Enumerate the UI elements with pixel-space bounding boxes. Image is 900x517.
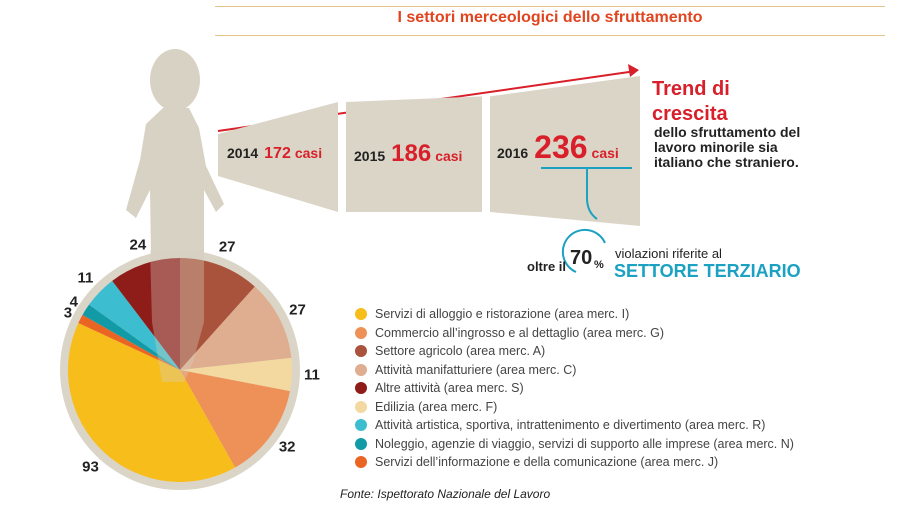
panel-2016-text: 2016 236 casi <box>497 129 619 165</box>
pie-value-label: 93 <box>82 458 99 476</box>
pie-slice-5 <box>112 258 180 370</box>
pie-legend: Servizi di alloggio e ristorazione (area… <box>355 305 794 472</box>
pie-value-label: 24 <box>129 236 147 254</box>
pie-slice-9 <box>78 314 180 370</box>
source-note: Fonte: Ispettorato Nazionale del Lavoro <box>340 487 551 501</box>
legend-label: Commercio all’ingrosso e al dettaglio (a… <box>375 325 664 340</box>
legend-label: Attività artistica, sportiva, intratteni… <box>375 418 766 433</box>
percent-sign: % <box>594 259 604 271</box>
trend-panel-2015 <box>346 96 482 212</box>
pie-value-label: 3 <box>63 304 73 321</box>
trend-title: Trend di crescita <box>652 78 730 125</box>
pie-chart <box>67 250 292 483</box>
trend-panel-2014 <box>218 102 338 212</box>
legend-label: Settore agricolo (area merc. A) <box>375 344 546 359</box>
legend-item: Settore agricolo (area merc. A) <box>355 342 794 361</box>
pie-slice-3 <box>180 258 255 370</box>
legend-swatch <box>355 382 367 395</box>
legend-item: Attività artistica, sportiva, intratteni… <box>355 416 794 435</box>
legend-swatch <box>355 437 367 450</box>
title-rule <box>215 35 885 36</box>
legend-label: Edilizia (area merc. F) <box>375 399 498 414</box>
legend-item: Commercio all’ingrosso e al dettaglio (a… <box>355 324 794 343</box>
pie-slice-8 <box>82 304 180 370</box>
trend-panels <box>218 76 640 226</box>
pie-value-label: 27 <box>218 238 236 256</box>
panel-2014-text: 2014 172 casi <box>227 145 323 162</box>
percent-sector: SETTORE TERZIARIO <box>614 261 801 281</box>
trend-panel-2016 <box>490 76 640 226</box>
pie-value-label: 32 <box>278 438 296 456</box>
legend-swatch <box>355 400 367 413</box>
legend-label: Servizi dell’informazione e della comuni… <box>375 455 719 470</box>
legend-swatch <box>355 308 367 321</box>
legend-item: Servizi dell’informazione e della comuni… <box>355 453 794 472</box>
pie-value-label: 11 <box>77 269 94 287</box>
pie-value-label: 11 <box>303 366 320 384</box>
percent-description: violazioni riferite al <box>615 246 722 261</box>
pie-slice-6 <box>180 357 292 392</box>
silhouette-overlay <box>150 250 204 382</box>
legend-swatch <box>355 363 367 376</box>
legend-item: Noleggio, agenzie di viaggio, servizi di… <box>355 435 794 454</box>
pie-value-label: 27 <box>289 301 306 319</box>
trend-subtitle: dello sfruttamento del lavoro minorile s… <box>654 124 801 170</box>
legend-swatch <box>355 456 367 469</box>
percent-circle <box>561 228 606 273</box>
pie-slice-2 <box>180 370 290 468</box>
pie-value-label: 4 <box>69 293 78 311</box>
legend-swatch <box>355 345 367 358</box>
legend-item: Altre attività (area merc. S) <box>355 379 794 398</box>
page-title: I settori merceologici dello sfruttament… <box>397 9 703 26</box>
legend-swatch <box>355 419 367 432</box>
legend-label: Altre attività (area merc. S) <box>375 381 524 396</box>
percent-prefix: oltre il <box>527 259 567 274</box>
legend-label: Noleggio, agenzie di viaggio, servizi di… <box>375 436 794 451</box>
trend-arrow-head <box>628 64 639 77</box>
legend-label: Attività manifatturiere (area merc. C) <box>375 362 577 377</box>
legend-item: Edilizia (area merc. F) <box>355 398 794 417</box>
legend-item: Servizi di alloggio e ristorazione (area… <box>355 305 794 324</box>
legend-swatch <box>355 326 367 339</box>
legend-item: Attività manifatturiere (area merc. C) <box>355 361 794 380</box>
pie-slice-4 <box>180 286 292 370</box>
legend-label: Servizi di alloggio e ristorazione (area… <box>375 307 630 322</box>
pie-slice-1 <box>67 322 236 483</box>
percent-value: 70 <box>570 247 593 269</box>
callout-stem <box>586 168 598 220</box>
panel-2015-text: 2015 186 casi <box>354 140 463 167</box>
pie-slice-7 <box>89 280 180 370</box>
top-rule <box>215 6 885 7</box>
